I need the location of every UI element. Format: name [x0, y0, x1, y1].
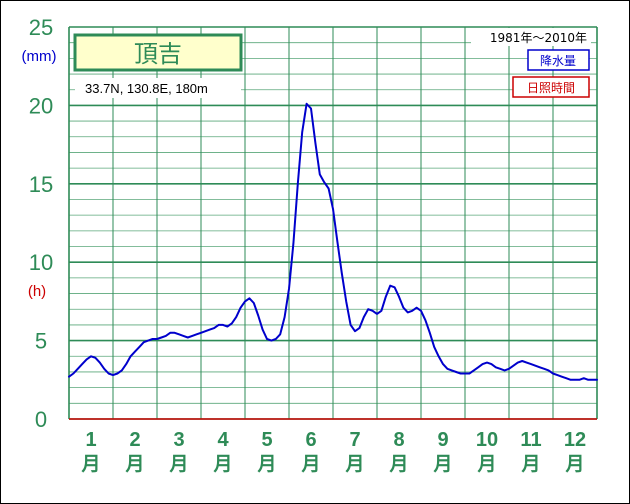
month-suffix-label: 月: [80, 453, 100, 475]
station-coordinates: 33.7N, 130.8E, 180m: [85, 81, 208, 96]
axis-labels: 0510152025(mm)(h)1月2月3月4月5月6月7月8月9月10月11…: [22, 15, 587, 475]
month-suffix-label: 月: [388, 453, 408, 475]
period-label: 1981年〜2010年: [490, 31, 587, 45]
month-suffix-label: 月: [520, 453, 540, 475]
legend-sunshine-label: 日照時間: [527, 81, 575, 95]
y-tick-label: 25: [29, 15, 53, 40]
month-number-label: 1: [85, 429, 96, 451]
month-number-label: 2: [129, 429, 140, 451]
month-number-label: 7: [349, 429, 360, 451]
station-title-box: 頂吉: [73, 33, 243, 72]
y-tick-label: 20: [29, 93, 53, 118]
legend-sunshine: 日照時間: [512, 76, 590, 98]
month-suffix-label: 月: [300, 453, 320, 475]
month-suffix-label: 月: [432, 453, 452, 475]
month-suffix-label: 月: [476, 453, 496, 475]
month-number-label: 11: [520, 429, 541, 451]
month-number-label: 12: [564, 429, 586, 451]
series-layer: [68, 102, 598, 381]
month-suffix-label: 月: [564, 453, 584, 475]
month-number-label: 4: [217, 429, 229, 451]
month-suffix-label: 月: [344, 453, 364, 475]
coordinates-box: 33.7N, 130.8E, 180m: [75, 78, 241, 98]
month-number-label: 10: [476, 429, 498, 451]
period-box: 1981年〜2010年: [471, 28, 591, 46]
month-number-label: 3: [173, 429, 184, 451]
month-number-label: 6: [305, 429, 316, 451]
series-line-precipitation: [68, 102, 598, 381]
month-suffix-label: 月: [168, 453, 188, 475]
y-tick-label: 5: [35, 329, 47, 354]
month-suffix-label: 月: [212, 453, 232, 475]
y-tick-label: 10: [29, 250, 53, 275]
y-unit-mm: (mm): [22, 48, 57, 65]
month-suffix-label: 月: [124, 453, 144, 475]
y-unit-hours: (h): [28, 283, 46, 300]
station-name: 頂吉: [134, 40, 182, 68]
legend-precipitation: 降水量: [527, 49, 590, 71]
legend-precipitation-label: 降水量: [540, 54, 576, 68]
month-number-label: 5: [261, 429, 272, 451]
month-number-label: 9: [437, 429, 448, 451]
legend: 降水量 日照時間: [512, 49, 590, 98]
y-tick-label: 15: [29, 172, 53, 197]
month-number-label: 8: [393, 429, 404, 451]
grid: [68, 26, 598, 420]
y-tick-label: 0: [35, 407, 47, 432]
month-suffix-label: 月: [256, 453, 276, 475]
